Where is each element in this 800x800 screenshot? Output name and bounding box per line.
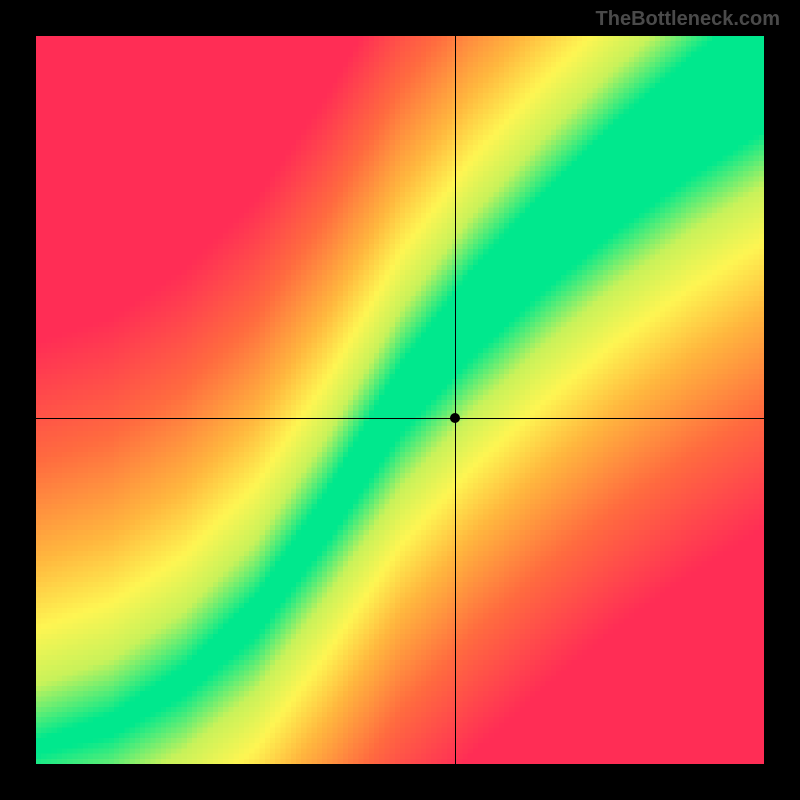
crosshair-horizontal [36, 418, 764, 419]
heatmap-canvas [36, 36, 764, 764]
crosshair-marker [450, 413, 460, 423]
heatmap-chart [36, 36, 764, 764]
crosshair-vertical [455, 36, 456, 764]
watermark-text: TheBottleneck.com [596, 8, 780, 31]
